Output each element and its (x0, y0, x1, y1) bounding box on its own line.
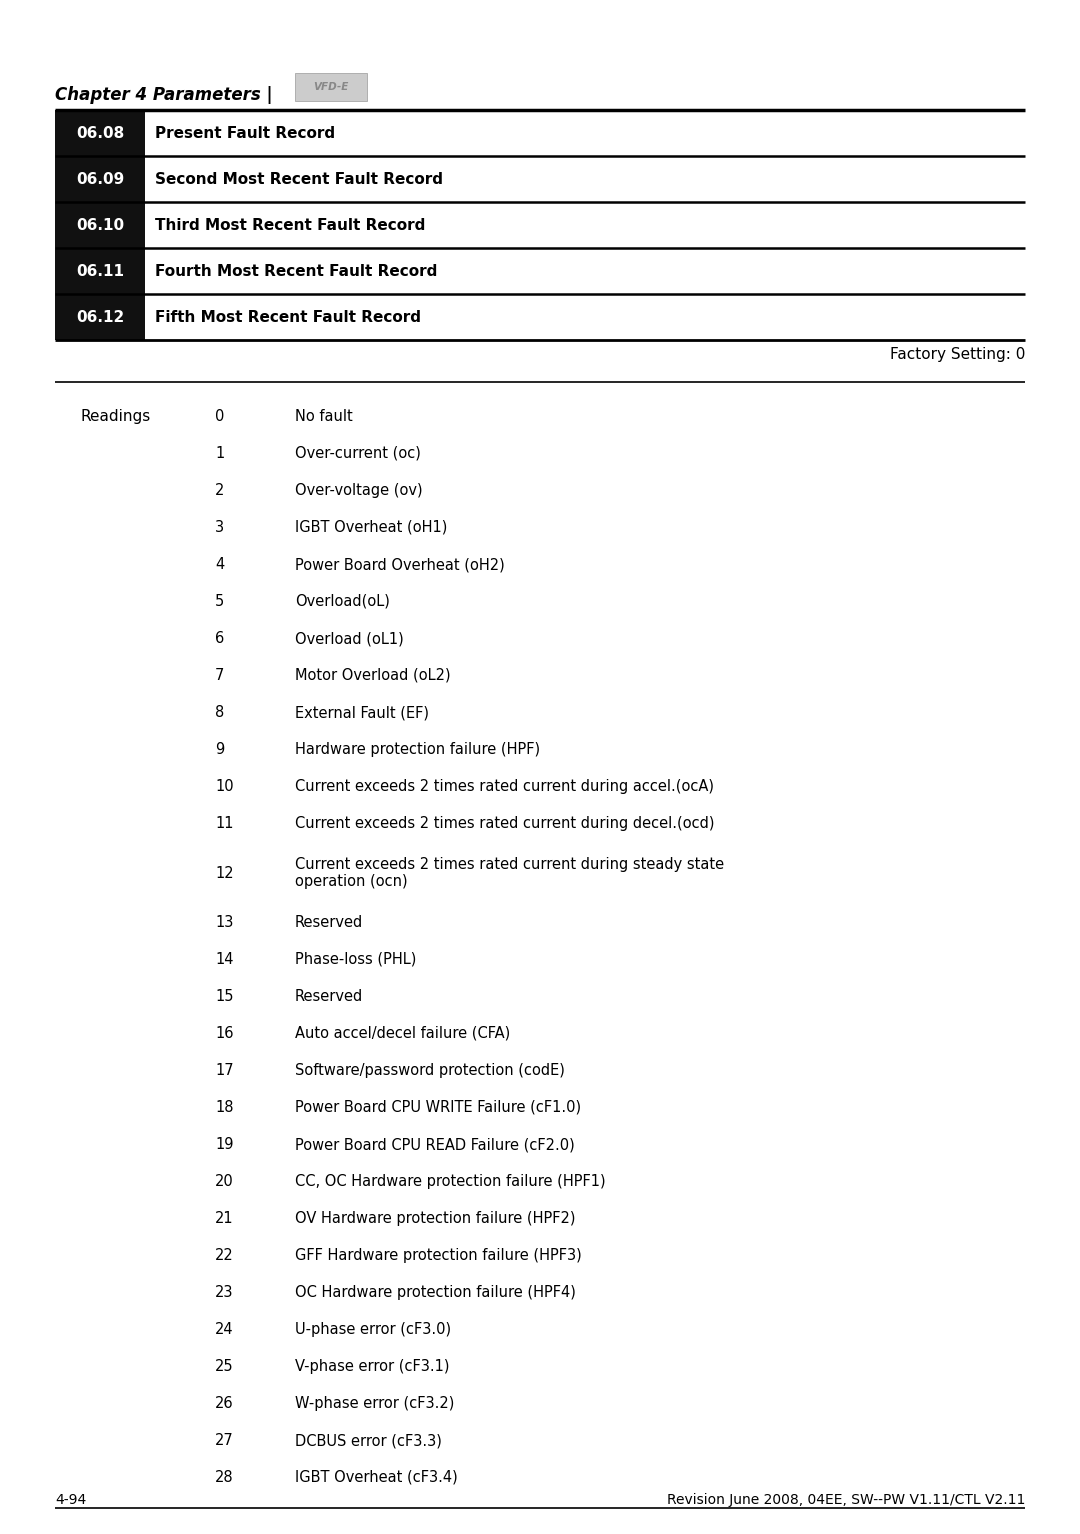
Text: Power Board Overheat (oH2): Power Board Overheat (oH2) (295, 557, 504, 572)
Text: DCBUS error (cF3.3): DCBUS error (cF3.3) (295, 1433, 442, 1448)
Text: GFF Hardware protection failure (HPF3): GFF Hardware protection failure (HPF3) (295, 1249, 582, 1262)
Text: Readings: Readings (80, 410, 150, 423)
Text: 26: 26 (215, 1396, 233, 1411)
Text: 6: 6 (215, 630, 225, 646)
Text: 24: 24 (215, 1322, 233, 1338)
Text: 12: 12 (215, 865, 233, 881)
Text: 10: 10 (215, 779, 233, 795)
Text: Phase-loss (PHL): Phase-loss (PHL) (295, 953, 417, 966)
Bar (55, 202, 145, 249)
Text: Overload(oL): Overload(oL) (295, 594, 390, 609)
Text: 5: 5 (215, 594, 225, 609)
Text: OC Hardware protection failure (HPF4): OC Hardware protection failure (HPF4) (295, 1285, 576, 1299)
Text: Current exceeds 2 times rated current during decel.(ocd): Current exceeds 2 times rated current du… (295, 816, 715, 831)
Text: Overload (oL1): Overload (oL1) (295, 630, 404, 646)
Text: 23: 23 (215, 1285, 233, 1299)
Text: Power Board CPU READ Failure (cF2.0): Power Board CPU READ Failure (cF2.0) (295, 1137, 575, 1152)
Bar (55, 156, 145, 202)
Text: 13: 13 (215, 914, 233, 930)
Text: W-phase error (cF3.2): W-phase error (cF3.2) (295, 1396, 455, 1411)
Text: 7: 7 (215, 667, 225, 683)
Text: Third Most Recent Fault Record: Third Most Recent Fault Record (156, 218, 426, 233)
Text: 4: 4 (215, 557, 225, 572)
Text: 27: 27 (215, 1433, 233, 1448)
Text: V-phase error (cF3.1): V-phase error (cF3.1) (295, 1359, 449, 1374)
Text: 06.10: 06.10 (76, 218, 124, 233)
Text: 3: 3 (215, 520, 225, 535)
Text: CC, OC Hardware protection failure (HPF1): CC, OC Hardware protection failure (HPF1… (295, 1174, 606, 1189)
Text: 22: 22 (215, 1249, 233, 1262)
Text: Factory Setting: 0: Factory Setting: 0 (890, 348, 1025, 362)
Text: 11: 11 (215, 816, 233, 831)
Text: 16: 16 (215, 1026, 233, 1042)
Text: IGBT Overheat (cF3.4): IGBT Overheat (cF3.4) (295, 1470, 458, 1485)
Text: Current exceeds 2 times rated current during steady state
operation (ocn): Current exceeds 2 times rated current du… (295, 858, 724, 890)
Text: 14: 14 (215, 953, 233, 966)
Text: Auto accel/decel failure (CFA): Auto accel/decel failure (CFA) (295, 1026, 510, 1042)
Text: No fault: No fault (295, 410, 353, 423)
Text: 9: 9 (215, 742, 225, 756)
Text: 2: 2 (215, 483, 225, 499)
Text: VFD-E: VFD-E (313, 81, 349, 92)
Text: 8: 8 (215, 706, 225, 719)
Text: 06.09: 06.09 (76, 172, 124, 187)
Text: Software/password protection (codE): Software/password protection (codE) (295, 1063, 565, 1078)
Text: OV Hardware protection failure (HPF2): OV Hardware protection failure (HPF2) (295, 1210, 576, 1226)
Text: External Fault (EF): External Fault (EF) (295, 706, 429, 719)
Text: Motor Overload (oL2): Motor Overload (oL2) (295, 667, 450, 683)
Text: 06.08: 06.08 (76, 126, 124, 141)
Text: Revision June 2008, 04EE, SW--PW V1.11/CTL V2.11: Revision June 2008, 04EE, SW--PW V1.11/C… (666, 1493, 1025, 1506)
Text: Reserved: Reserved (295, 989, 363, 1003)
Text: Current exceeds 2 times rated current during accel.(ocA): Current exceeds 2 times rated current du… (295, 779, 714, 795)
Text: IGBT Overheat (oH1): IGBT Overheat (oH1) (295, 520, 447, 535)
Text: 18: 18 (215, 1100, 233, 1115)
Text: Reserved: Reserved (295, 914, 363, 930)
Bar (295, 74, 367, 101)
Text: Over-voltage (ov): Over-voltage (ov) (295, 483, 422, 499)
Text: 17: 17 (215, 1063, 233, 1078)
Text: 15: 15 (215, 989, 233, 1003)
Text: 20: 20 (215, 1174, 233, 1189)
Text: 21: 21 (215, 1210, 233, 1226)
Text: Power Board CPU WRITE Failure (cF1.0): Power Board CPU WRITE Failure (cF1.0) (295, 1100, 581, 1115)
Text: Fifth Most Recent Fault Record: Fifth Most Recent Fault Record (156, 310, 421, 325)
Text: 4-94: 4-94 (55, 1493, 86, 1506)
Text: 06.12: 06.12 (76, 310, 124, 325)
Text: Chapter 4 Parameters |: Chapter 4 Parameters | (55, 86, 272, 104)
Text: 19: 19 (215, 1137, 233, 1152)
Bar (55, 295, 145, 341)
Text: U-phase error (cF3.0): U-phase error (cF3.0) (295, 1322, 451, 1338)
Text: 1: 1 (215, 446, 225, 462)
Text: 0: 0 (215, 410, 225, 423)
Text: 28: 28 (215, 1470, 233, 1485)
Text: Present Fault Record: Present Fault Record (156, 126, 335, 141)
Text: 06.11: 06.11 (76, 264, 124, 279)
Text: Hardware protection failure (HPF): Hardware protection failure (HPF) (295, 742, 540, 756)
Bar (55, 249, 145, 295)
Bar (55, 110, 145, 156)
Text: Second Most Recent Fault Record: Second Most Recent Fault Record (156, 172, 443, 187)
Text: 25: 25 (215, 1359, 233, 1374)
Text: Over-current (oc): Over-current (oc) (295, 446, 421, 462)
Text: Fourth Most Recent Fault Record: Fourth Most Recent Fault Record (156, 264, 437, 279)
